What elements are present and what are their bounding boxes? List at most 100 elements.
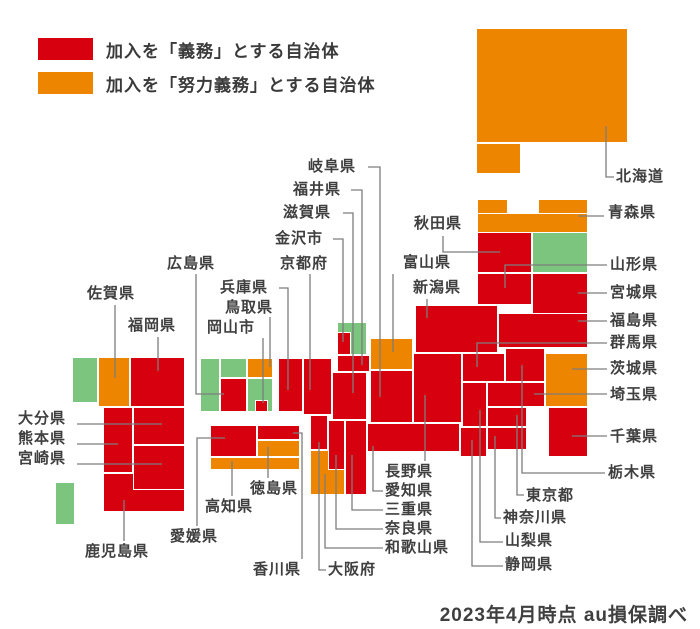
region-hiroshima xyxy=(220,378,247,412)
label-saga: 佐賀県 xyxy=(87,285,136,302)
legend-label-mandatory: 加入を「義務」とする自治体 xyxy=(106,41,340,61)
label-kagoshima: 鹿児島県 xyxy=(85,543,150,560)
label-aomori: 青森県 xyxy=(608,204,657,221)
region-hokkaido-part2 xyxy=(476,143,521,174)
connector-shizuoka xyxy=(471,440,503,567)
label-fukuoka: 福岡県 xyxy=(128,317,177,334)
label-kyoto: 京都府 xyxy=(280,255,329,272)
region-kyoto xyxy=(303,358,332,415)
region-aomori-part2 xyxy=(477,199,508,214)
region-hyogo xyxy=(278,358,303,412)
region-fukushima xyxy=(498,313,588,348)
region-nara xyxy=(328,420,345,470)
region-saga xyxy=(98,357,130,407)
region-yamagata xyxy=(477,273,532,305)
label-miyagi: 宮城県 xyxy=(610,284,659,301)
label-kochi: 高知県 xyxy=(205,498,254,515)
region-gunma xyxy=(462,353,505,382)
label-miyazaki: 宮崎県 xyxy=(18,450,67,467)
legend: 加入を「義務」とする自治体 加入を「努力義務」とする自治体 xyxy=(38,38,376,106)
region-fukuoka xyxy=(130,357,185,407)
legend-swatch-effort-icon xyxy=(38,72,93,94)
region-nagano xyxy=(413,353,462,423)
region-gifu xyxy=(370,370,413,423)
region-kanazawa-city xyxy=(337,332,351,355)
label-tokyo: 東京都 xyxy=(526,487,575,504)
label-fukui: 福井県 xyxy=(293,181,342,198)
region-tochigi xyxy=(505,348,545,382)
label-yamagata: 山形県 xyxy=(610,256,659,273)
region-osaka xyxy=(310,415,328,450)
label-shiga: 滋賀県 xyxy=(283,204,332,221)
legend-label-effort: 加入を「努力義務」とする自治体 xyxy=(106,75,376,95)
region-aichi xyxy=(367,423,460,452)
region-kagawa xyxy=(257,425,300,440)
label-gunma: 群馬県 xyxy=(610,334,659,351)
region-ibaraki xyxy=(545,353,588,407)
region-oita xyxy=(133,407,185,445)
region-shimane xyxy=(220,358,247,378)
region-ehime xyxy=(210,425,257,457)
region-nagasaki xyxy=(72,357,98,403)
region-shizuoka xyxy=(460,427,487,457)
label-chiba: 千葉県 xyxy=(610,428,659,445)
region-kumamoto xyxy=(103,407,133,473)
label-tottori: 鳥取県 xyxy=(225,299,274,316)
label-tochigi: 栃木県 xyxy=(608,464,657,481)
label-ehime: 愛媛県 xyxy=(170,528,219,545)
region-kanagawa xyxy=(487,427,527,450)
label-gifu: 岐阜県 xyxy=(308,158,357,175)
label-aichi: 愛知県 xyxy=(385,482,434,499)
label-niigata: 新潟県 xyxy=(413,279,462,296)
region-kochi xyxy=(210,457,300,470)
region-akita xyxy=(477,232,532,273)
label-yamanashi: 山梨県 xyxy=(505,532,554,549)
legend-row-effort: 加入を「努力義務」とする自治体 xyxy=(38,72,376,95)
region-tokyo xyxy=(487,407,527,427)
region-tokushima xyxy=(257,440,300,457)
label-tokushima: 徳島県 xyxy=(250,480,299,497)
region-saitama xyxy=(487,382,545,407)
label-hokkaido: 北海道 xyxy=(616,168,665,185)
region-hokkaido-part1 xyxy=(476,28,628,143)
region-iwate xyxy=(532,232,588,273)
region-chiba xyxy=(548,407,588,457)
region-miyazaki xyxy=(133,445,185,490)
region-yamanashi xyxy=(462,382,487,427)
label-kanagawa: 神奈川県 xyxy=(503,509,568,526)
region-tottori xyxy=(247,358,273,378)
label-akita: 秋田県 xyxy=(414,215,463,232)
label-wakayama: 和歌山県 xyxy=(385,539,450,556)
region-fukui xyxy=(337,355,370,372)
legend-swatch-mandatory-icon xyxy=(38,38,93,60)
source-caption: 2023年4月時点 au損保調べ xyxy=(439,605,688,626)
label-shizuoka: 静岡県 xyxy=(505,556,554,573)
region-yamaguchi xyxy=(200,358,220,412)
label-fukushima: 福島県 xyxy=(610,312,659,329)
region-mie xyxy=(345,420,367,495)
label-hiroshima: 広島県 xyxy=(167,255,216,272)
label-toyama: 富山県 xyxy=(403,254,452,271)
region-aomori-part1 xyxy=(477,213,588,233)
label-oita: 大分県 xyxy=(18,410,67,427)
label-saitama: 埼玉県 xyxy=(610,386,659,403)
label-mie: 三重県 xyxy=(385,501,434,518)
label-hyogo: 兵庫県 xyxy=(220,279,269,296)
region-miyagi xyxy=(532,273,588,315)
label-okayama-city: 岡山市 xyxy=(207,319,256,336)
region-toyama xyxy=(370,338,413,370)
region-niigata xyxy=(415,305,498,353)
region-okinawa xyxy=(55,482,75,525)
region-aomori-part3 xyxy=(538,199,588,214)
label-kumamoto: 熊本県 xyxy=(18,430,67,447)
label-nagano: 長野県 xyxy=(385,463,434,480)
connector-aichi xyxy=(372,446,383,492)
legend-row-mandatory: 加入を「義務」とする自治体 xyxy=(38,38,376,61)
region-okayama-city xyxy=(255,400,268,412)
label-ibaraki: 茨城県 xyxy=(610,360,659,377)
label-kagawa: 香川県 xyxy=(253,561,302,578)
label-kanazawa-city: 金沢市 xyxy=(275,230,324,247)
label-osaka: 大阪府 xyxy=(328,561,377,578)
label-nara: 奈良県 xyxy=(385,520,434,537)
